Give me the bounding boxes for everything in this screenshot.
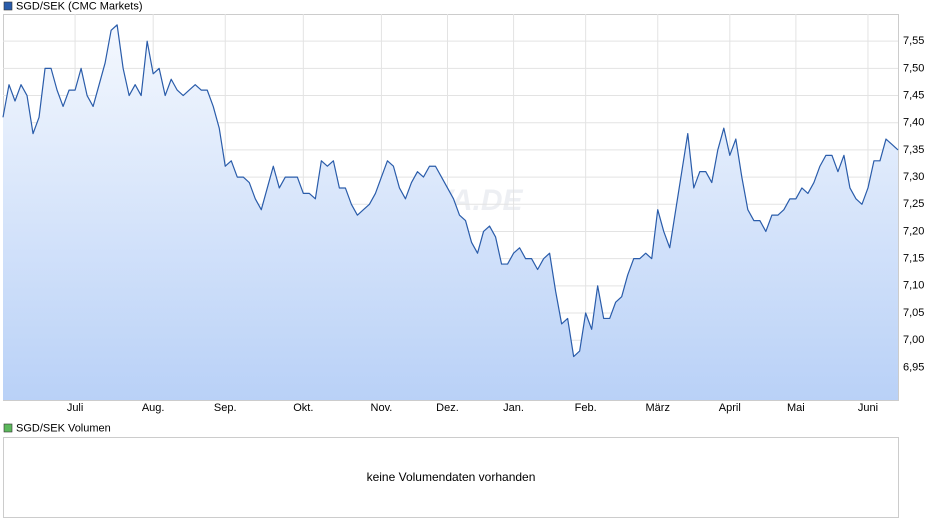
y-tick-label: 7,05 [903,307,924,319]
x-tick-label: Jan. [503,402,524,414]
x-tick-label: Juli [67,402,84,414]
volume-legend-swatch [3,423,13,433]
volume-frame [3,437,899,518]
area-fill [3,24,898,401]
y-tick-label: 7,50 [903,62,924,74]
y-tick-label: 7,00 [903,334,924,346]
x-tick-label: Nov. [371,402,393,414]
y-tick-label: 7,40 [903,117,924,129]
x-tick-label: April [719,402,741,414]
y-tick-label: 6,95 [903,361,924,373]
volume-message: keine Volumendaten vorhanden [367,470,536,484]
volume-legend-label: SGD/SEK Volumen [16,422,111,434]
x-tick-label: Feb. [575,402,597,414]
legend-swatch [3,1,13,11]
y-tick-label: 7,55 [903,35,924,47]
x-tick-label: Aug. [142,402,165,414]
x-tick-label: Mai [787,402,805,414]
legend-label: SGD/SEK (CMC Markets) [16,0,143,12]
y-tick-label: 7,30 [903,171,924,183]
x-tick-label: Okt. [293,402,313,414]
x-tick-label: Juni [858,402,878,414]
x-tick-label: Dez. [436,402,459,414]
y-tick-label: 7,45 [903,89,924,101]
x-tick-label: März [646,402,670,414]
y-tick-label: 7,35 [903,144,924,156]
x-tick-label: Sep. [214,402,237,414]
y-tick-label: 7,15 [903,253,924,265]
y-tick-label: 7,20 [903,225,924,237]
y-tick-label: 7,10 [903,280,924,292]
y-tick-label: 7,25 [903,198,924,210]
price-line [2,24,899,358]
